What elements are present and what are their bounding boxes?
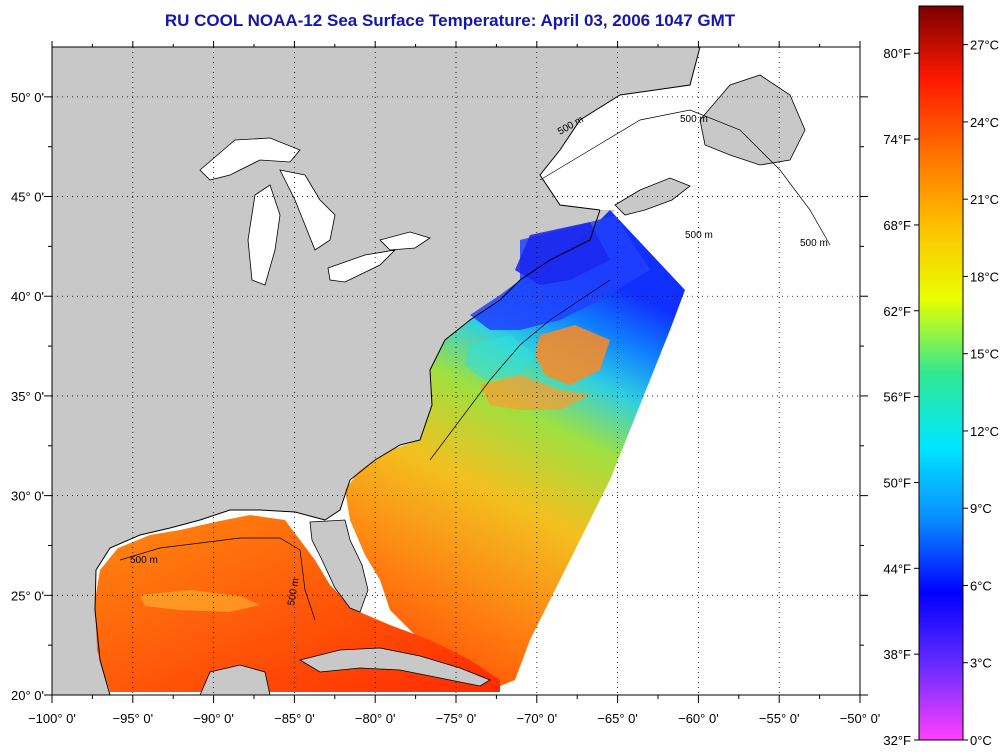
lon-tick-label: −85° 0'	[274, 711, 315, 726]
isobath-lines	[119, 109, 831, 621]
isobath-label: 500 m	[130, 555, 158, 566]
lon-tick-label: −55° 0'	[759, 711, 800, 726]
fahrenheit-label: 38°F	[883, 647, 911, 662]
colorbar-labels: 0°C 3°C 6°C 9°C 12°C 15°C 18°C 21°C 24°C 27°C 32°F…	[883, 38, 999, 748]
gulf-warm-patch	[140, 590, 260, 612]
lon-tick-label: −100° 0'	[28, 711, 76, 726]
lat-tick-label: 45° 0'	[11, 190, 44, 205]
newfoundland	[699, 74, 806, 166]
isobath-label: 500 m	[286, 577, 302, 606]
fahrenheit-label: 62°F	[883, 304, 911, 319]
celsius-label: 9°C	[970, 501, 992, 516]
great-lakes	[199, 137, 431, 286]
lon-tick-label: −95° 0'	[113, 711, 154, 726]
celsius-label: 21°C	[970, 192, 999, 207]
cuba	[298, 647, 491, 687]
fahrenheit-label: 74°F	[883, 132, 911, 147]
lon-tick-label: −70° 0'	[517, 711, 558, 726]
sst-swath	[345, 210, 685, 690]
fahrenheit-label: 68°F	[883, 218, 911, 233]
coastlines	[94, 46, 701, 696]
celsius-label: 6°C	[970, 578, 992, 593]
lon-tick-label: −75° 0'	[436, 711, 477, 726]
lon-tick-label: −50° 0'	[840, 711, 881, 726]
florida	[309, 519, 369, 613]
celsius-label: 27°C	[970, 38, 999, 53]
celsius-label: 3°C	[970, 656, 992, 671]
lat-tick-label: 50° 0'	[11, 90, 44, 105]
fahrenheit-label: 50°F	[883, 475, 911, 490]
map-title: RU COOL NOAA-12 Sea Surface Temperature:…	[164, 11, 736, 30]
isobath-label: 500 m	[680, 114, 708, 125]
celsius-label: 0°C	[970, 733, 992, 748]
lon-tick-label: −60° 0'	[678, 711, 719, 726]
celsius-label: 24°C	[970, 115, 999, 130]
lon-tick-label: −90° 0'	[193, 711, 234, 726]
fahrenheit-label: 80°F	[883, 46, 911, 61]
fahrenheit-label: 56°F	[883, 390, 911, 405]
lon-tick-label: −80° 0'	[355, 711, 396, 726]
celsius-label: 18°C	[970, 269, 999, 284]
colorbar-scale	[918, 5, 964, 741]
lat-lon-grid	[52, 47, 860, 695]
lat-tick-label: 20° 0'	[11, 688, 44, 703]
axis-labels: −100° 0' −95° 0' −90° 0' −85° 0' −80° 0' −75°…	[11, 90, 880, 726]
lat-tick-label: 30° 0'	[11, 489, 44, 504]
isobath-label: 500 m	[800, 238, 828, 249]
celsius-label: 12°C	[970, 424, 999, 439]
isobath-label: 500 m	[685, 230, 713, 241]
celsius-label: 15°C	[970, 347, 999, 362]
lat-tick-label: 40° 0'	[11, 289, 44, 304]
fahrenheit-label: 32°F	[883, 733, 911, 748]
lon-tick-label: −65° 0'	[597, 711, 638, 726]
fahrenheit-label: 44°F	[883, 561, 911, 576]
lat-tick-label: 25° 0'	[11, 588, 44, 603]
axis-ticks	[44, 41, 868, 703]
lat-tick-label: 35° 0'	[11, 389, 44, 404]
gulf-sst	[95, 515, 500, 692]
